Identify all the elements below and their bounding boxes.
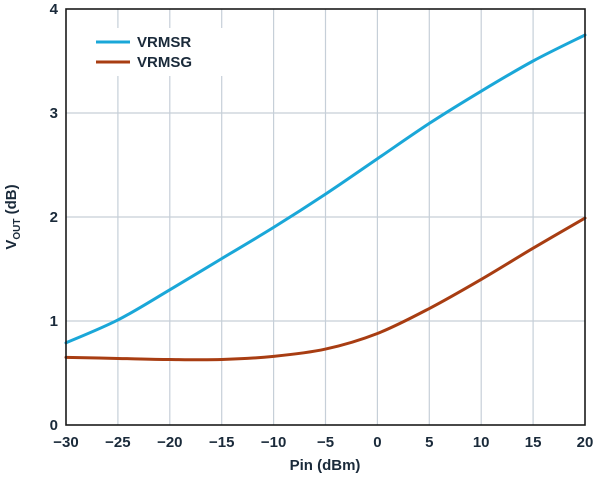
legend: VRMSR VRMSG bbox=[84, 28, 230, 76]
x-axis-ticks: −30 −25 −20 −15 −10 −5 0 5 10 15 20 bbox=[53, 434, 593, 451]
series-line-vrmsg bbox=[64, 216, 587, 362]
legend-background bbox=[84, 28, 230, 76]
x-tick-label: 15 bbox=[525, 434, 542, 451]
legend-label-vrmsg: VRMSG bbox=[137, 54, 192, 71]
y-tick-label: 2 bbox=[50, 209, 58, 226]
series-layer bbox=[64, 33, 587, 362]
plot-frame bbox=[65, 8, 586, 426]
grid bbox=[66, 9, 585, 425]
y-tick-label: 1 bbox=[50, 313, 58, 330]
y-axis-title: VOUT (dB) bbox=[3, 184, 23, 249]
x-tick-label: −5 bbox=[317, 434, 334, 451]
x-tick-label: 20 bbox=[577, 434, 594, 451]
y-tick-label: 3 bbox=[50, 105, 58, 122]
x-tick-label: −25 bbox=[105, 434, 130, 451]
x-tick-label: −30 bbox=[53, 434, 78, 451]
series-line-vrmsr bbox=[64, 33, 587, 345]
x-tick-label: 10 bbox=[473, 434, 490, 451]
x-tick-label: −20 bbox=[157, 434, 182, 451]
y-axis-title-unit: (dB) bbox=[3, 184, 20, 218]
y-axis-title-sub: OUT bbox=[12, 219, 23, 240]
y-tick-label: 4 bbox=[50, 1, 59, 18]
x-tick-label: −15 bbox=[209, 434, 234, 451]
y-tick-label: 0 bbox=[50, 417, 58, 434]
y-axis-title-main: V bbox=[3, 240, 20, 250]
x-tick-label: −10 bbox=[261, 434, 286, 451]
legend-label-vrmsr: VRMSR bbox=[137, 34, 191, 51]
x-tick-label: 5 bbox=[425, 434, 433, 451]
x-tick-label: 0 bbox=[373, 434, 381, 451]
x-axis-title: Pin (dBm) bbox=[290, 457, 361, 474]
y-axis-ticks: 0 1 2 3 4 bbox=[50, 1, 59, 434]
